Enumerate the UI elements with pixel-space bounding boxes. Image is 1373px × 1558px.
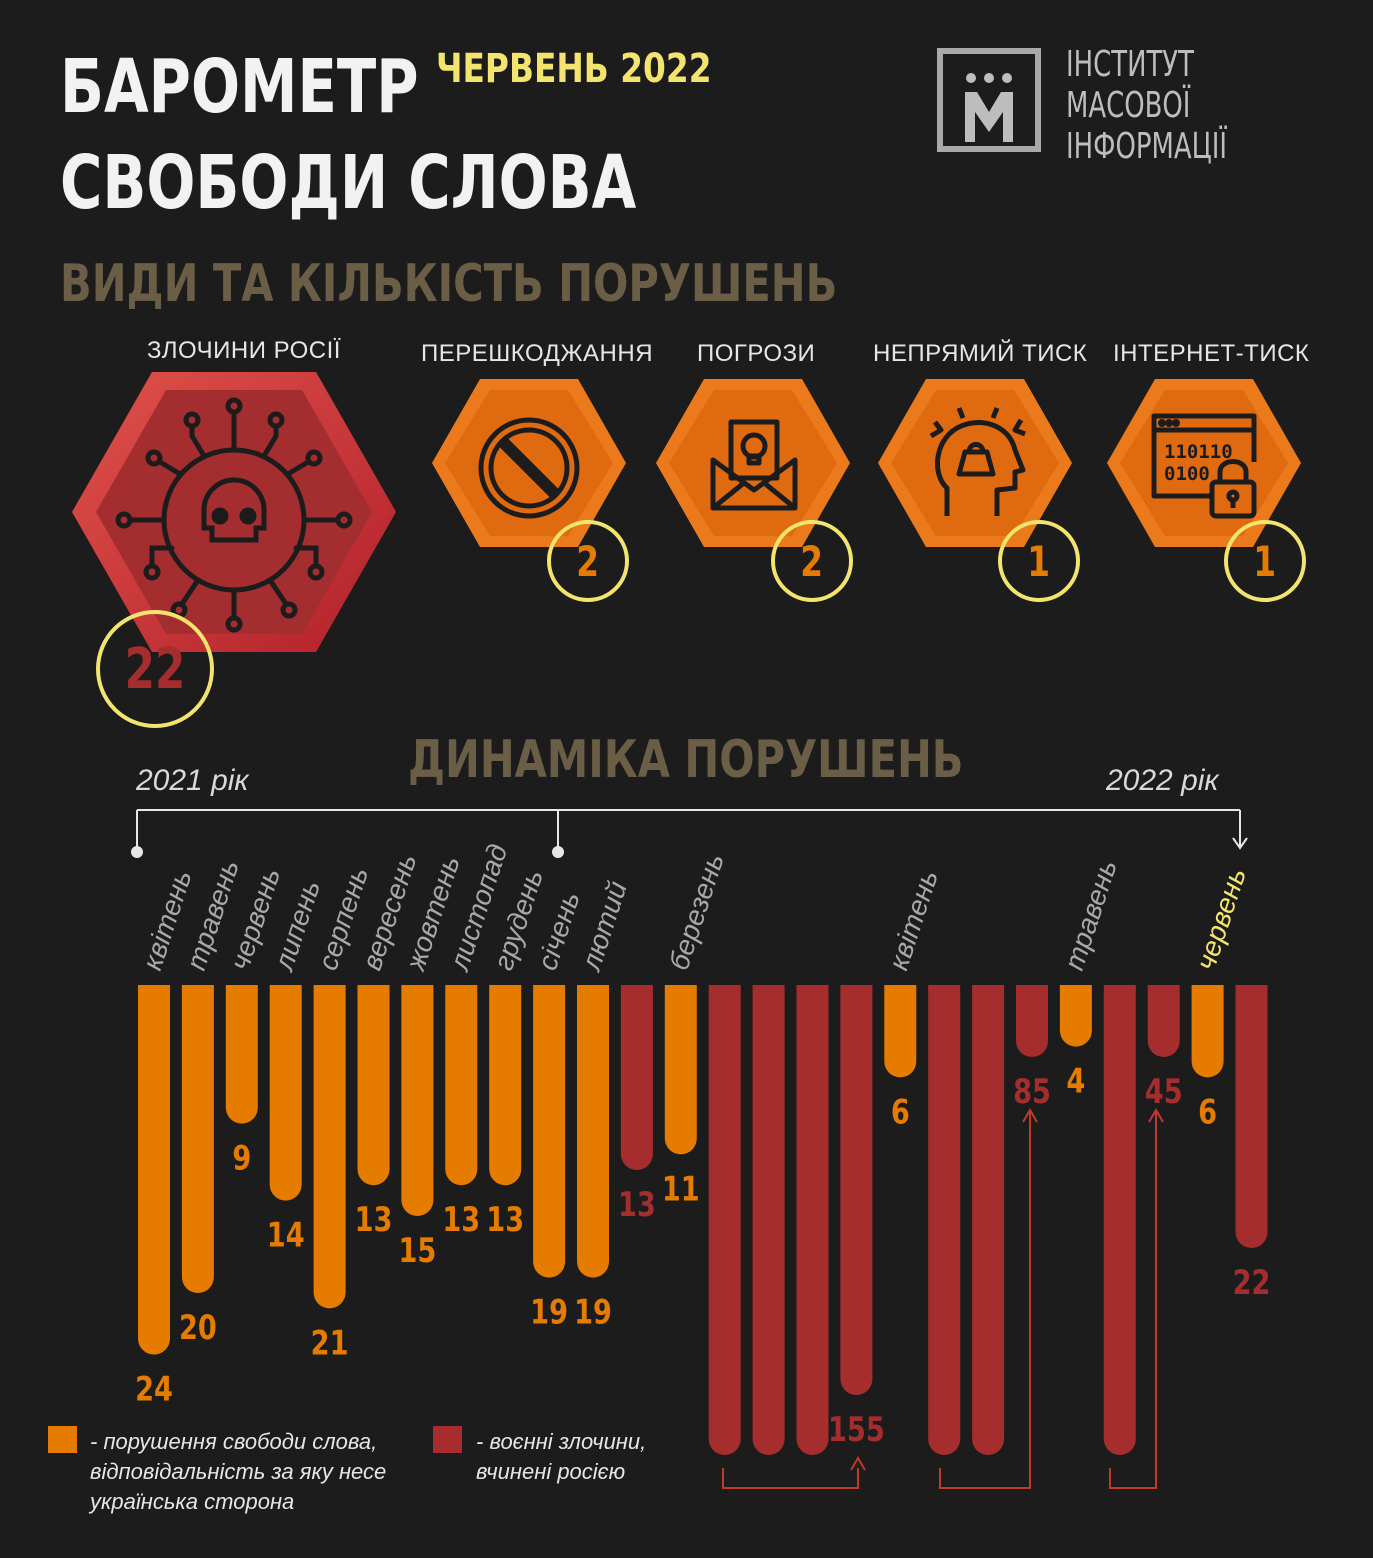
section-title-types: ВИДИ ТА КІЛЬКІСТЬ ПОРУШЕНЬ [60, 254, 838, 314]
month-label: ЧЕРВЕНЬ 2022 [436, 46, 712, 92]
page-title-line1: БАРОМЕТР [60, 44, 419, 130]
page-title-line2: СВОБОДИ СЛОВА [60, 140, 637, 226]
logo [937, 48, 1041, 152]
bar-value-label-6: 15 [398, 1231, 436, 1271]
bar-value-label-8: 13 [486, 1200, 524, 1240]
bar-value-label-21: 4 [1066, 1062, 1085, 1102]
legend-swatch-war-crimes [433, 1426, 462, 1453]
month-label-12: квітень [883, 866, 944, 974]
category-label-obstruction: ПЕРЕШКОДЖАННЯ [421, 340, 654, 367]
bar-11 [620, 985, 653, 1170]
count-badge-internet-pressure: 1 [1224, 520, 1306, 602]
bar-24 [1191, 985, 1224, 1078]
bar-value-label-7: 13 [442, 1200, 480, 1240]
bar-15 [796, 985, 829, 1455]
bar-value-label-3: 14 [267, 1216, 305, 1256]
bar-25 [1235, 985, 1268, 1248]
category-label-threats: ПОГРОЗИ [697, 340, 816, 367]
bar-0 [138, 985, 170, 1355]
month-label-14: червень [1190, 864, 1252, 974]
bar-1 [181, 985, 214, 1293]
threats-hexagon [656, 379, 850, 547]
bar-value-label-23: 45 [1145, 1072, 1183, 1112]
month-label-13: травень [1058, 856, 1123, 974]
binary-lock-icon: 110110 0100 [1151, 413, 1257, 519]
series-connectors [722, 1108, 1164, 1489]
bar-22 [1103, 985, 1136, 1455]
indirect-pressure-hexagon [878, 379, 1072, 547]
bar-value-label-0: 24 [135, 1370, 173, 1410]
bar-23 [1147, 985, 1180, 1057]
legend-swatch-free-speech [48, 1426, 77, 1453]
bar-value-label-5: 13 [355, 1200, 393, 1240]
logo-line2: МАСОВОЇ [1066, 85, 1191, 126]
bar-16 [840, 985, 873, 1395]
category-label-internet-pressure: ІНТЕРНЕТ-ТИСК [1113, 340, 1310, 367]
bar-value-label-11: 13 [618, 1185, 656, 1225]
bar-8 [489, 985, 522, 1186]
svg-text:110110: 110110 [1164, 441, 1233, 463]
logo-mark-icon [965, 73, 1013, 142]
bar-value-label-20: 85 [1013, 1072, 1051, 1112]
logo-line3: ІНФОРМАЦІЇ [1066, 126, 1227, 167]
year-label-2022: 2022 рік [1106, 764, 1219, 797]
bar-9 [533, 985, 566, 1278]
bar-value-label-10: 19 [574, 1293, 612, 1333]
section-title-dynamics: ДИНАМІКА ПОРУШЕНЬ [408, 730, 964, 790]
bar-value-label-12: 11 [662, 1169, 700, 1209]
prohibited-icon [478, 417, 580, 519]
year-label-2021: 2021 рік [136, 764, 249, 797]
svg-text:0100: 0100 [1164, 463, 1210, 485]
month-label-11: березень [663, 850, 730, 974]
bar-4 [313, 985, 346, 1309]
count-badge-indirect-pressure: 1 [998, 520, 1080, 602]
bar-7 [445, 985, 478, 1186]
count-badge-threats: 2 [771, 520, 853, 602]
category-label-indirect-pressure: НЕПРЯМИЙ ТИСК [873, 340, 1088, 367]
russia-crimes-hexagon [72, 372, 396, 652]
bar-2 [225, 985, 258, 1124]
bar-3 [269, 985, 302, 1201]
bar-value-label-2: 9 [232, 1139, 251, 1179]
bar-20 [1016, 985, 1048, 1057]
bar-value-label-9: 19 [530, 1293, 568, 1333]
obstruction-hexagon [432, 379, 626, 547]
bar-value-label-1: 20 [179, 1308, 217, 1348]
month-label-10: лютий [575, 877, 633, 976]
head-pressure-icon [929, 407, 1026, 516]
bar-14 [752, 985, 785, 1455]
count-badge-obstruction: 2 [547, 520, 629, 602]
category-label-russia-crimes: ЗЛОЧИНИ РОСІЇ [147, 337, 341, 364]
bar-6 [401, 985, 434, 1216]
bar-13 [708, 985, 741, 1455]
bar-19 [972, 985, 1005, 1455]
bar-18 [928, 985, 961, 1455]
legend-text-war-crimes: - воєнні злочини, вчинені росією [476, 1429, 647, 1484]
logo-line1: ІНСТИТУТ [1066, 44, 1194, 85]
bar-value-label-24: 6 [1198, 1092, 1217, 1132]
threat-envelope-icon [710, 419, 798, 511]
bar-12 [664, 985, 697, 1155]
timeline-bracket [131, 809, 1248, 858]
bar-value-label-17: 6 [891, 1092, 910, 1132]
internet-pressure-hexagon: 110110 0100 [1107, 379, 1301, 547]
bar-17 [884, 985, 917, 1078]
bar-value-label-16: 155 [828, 1410, 885, 1450]
legend-text-free-speech: - порушення свободи слова, відповідальні… [90, 1429, 387, 1514]
bar-10 [577, 985, 609, 1278]
bar-5 [357, 985, 390, 1186]
skull-network-icon [115, 397, 353, 633]
count-badge-russia-crimes: 22 [96, 610, 214, 728]
bar-value-label-25: 22 [1233, 1263, 1271, 1303]
bar-value-label-4: 21 [311, 1323, 349, 1363]
bar-21 [1059, 985, 1092, 1047]
